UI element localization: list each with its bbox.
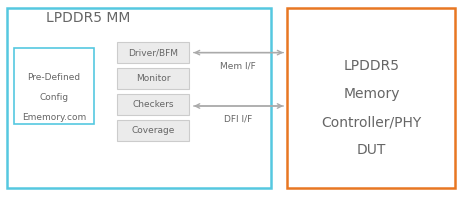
Text: Ememory.com: Ememory.com — [22, 112, 86, 121]
Text: DFI I/F: DFI I/F — [224, 115, 252, 124]
Bar — [287, 8, 454, 188]
Text: Config: Config — [39, 92, 68, 102]
Bar — [14, 48, 94, 124]
Text: Controller/PHY: Controller/PHY — [321, 115, 421, 129]
Bar — [117, 42, 188, 63]
Text: Coverage: Coverage — [131, 126, 174, 135]
Text: Driver/BFM: Driver/BFM — [128, 48, 178, 57]
Bar — [117, 68, 188, 89]
Text: Memory: Memory — [343, 87, 399, 101]
Text: Monitor: Monitor — [135, 74, 170, 83]
Text: Mem I/F: Mem I/F — [220, 62, 256, 71]
Bar — [7, 8, 271, 188]
Text: LPDDR5: LPDDR5 — [343, 59, 399, 73]
Text: Pre-Defined: Pre-Defined — [27, 72, 80, 82]
Text: LPDDR5 MM: LPDDR5 MM — [46, 11, 130, 25]
Bar — [117, 94, 188, 115]
Bar — [117, 120, 188, 141]
Text: DUT: DUT — [356, 143, 386, 157]
Text: Checkers: Checkers — [132, 100, 174, 109]
